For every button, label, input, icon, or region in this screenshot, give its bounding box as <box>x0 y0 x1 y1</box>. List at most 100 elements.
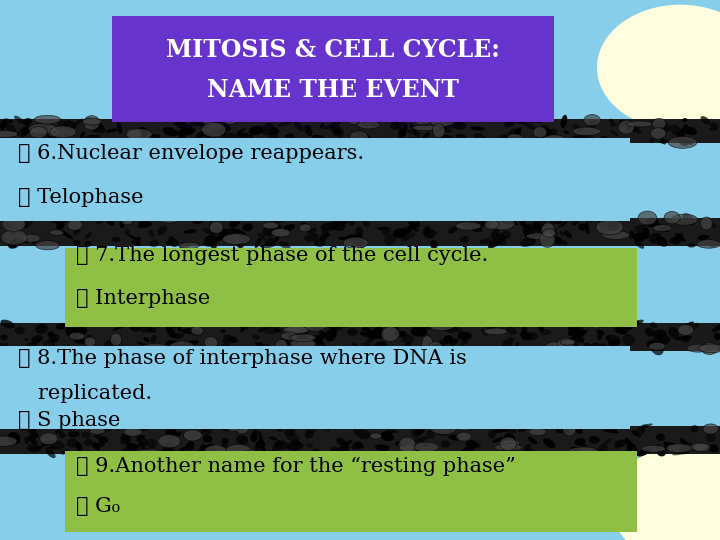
Ellipse shape <box>430 240 438 249</box>
Ellipse shape <box>703 424 719 434</box>
Ellipse shape <box>333 447 348 454</box>
Ellipse shape <box>589 321 605 328</box>
Ellipse shape <box>222 234 251 245</box>
Ellipse shape <box>484 328 507 335</box>
Ellipse shape <box>701 342 718 354</box>
Ellipse shape <box>319 332 325 342</box>
Ellipse shape <box>122 319 135 328</box>
Ellipse shape <box>578 443 588 447</box>
Ellipse shape <box>173 333 184 339</box>
Ellipse shape <box>71 333 79 343</box>
Ellipse shape <box>354 442 364 449</box>
Ellipse shape <box>596 220 624 235</box>
Ellipse shape <box>141 344 168 350</box>
Ellipse shape <box>92 442 100 450</box>
Ellipse shape <box>207 215 211 220</box>
Ellipse shape <box>46 446 58 450</box>
Ellipse shape <box>340 440 353 448</box>
Ellipse shape <box>82 118 102 125</box>
Ellipse shape <box>441 440 450 448</box>
Ellipse shape <box>533 224 541 229</box>
Text: ❖ 8.The phase of interphase where DNA is: ❖ 8.The phase of interphase where DNA is <box>18 348 467 368</box>
Ellipse shape <box>125 230 130 234</box>
Ellipse shape <box>283 224 295 232</box>
Ellipse shape <box>305 125 312 136</box>
Ellipse shape <box>48 334 60 342</box>
Bar <box>0 218 720 246</box>
Ellipse shape <box>271 235 280 246</box>
Ellipse shape <box>410 327 428 336</box>
Ellipse shape <box>564 230 572 239</box>
Ellipse shape <box>284 328 292 334</box>
Ellipse shape <box>292 119 300 123</box>
Ellipse shape <box>221 441 228 448</box>
Ellipse shape <box>614 441 620 450</box>
Ellipse shape <box>598 444 608 451</box>
Ellipse shape <box>256 440 266 448</box>
Ellipse shape <box>263 327 280 334</box>
Ellipse shape <box>600 136 609 145</box>
Ellipse shape <box>275 339 287 352</box>
Ellipse shape <box>423 230 436 238</box>
Ellipse shape <box>606 334 621 345</box>
Ellipse shape <box>687 442 693 448</box>
Ellipse shape <box>142 448 148 453</box>
Ellipse shape <box>508 220 518 225</box>
Ellipse shape <box>253 429 263 437</box>
Ellipse shape <box>11 237 20 248</box>
Ellipse shape <box>9 229 16 234</box>
Ellipse shape <box>187 127 196 133</box>
Ellipse shape <box>149 240 159 247</box>
Ellipse shape <box>164 341 175 350</box>
Ellipse shape <box>360 332 364 335</box>
Ellipse shape <box>659 123 670 132</box>
Ellipse shape <box>608 340 619 347</box>
Ellipse shape <box>73 229 81 235</box>
Ellipse shape <box>348 113 361 125</box>
Ellipse shape <box>524 444 531 451</box>
Ellipse shape <box>295 327 299 329</box>
Ellipse shape <box>562 345 579 354</box>
Ellipse shape <box>474 133 483 139</box>
Ellipse shape <box>506 138 514 147</box>
Ellipse shape <box>404 137 416 142</box>
Ellipse shape <box>524 449 534 452</box>
Ellipse shape <box>608 219 617 231</box>
Ellipse shape <box>14 116 24 124</box>
Ellipse shape <box>45 448 55 458</box>
Ellipse shape <box>81 431 91 438</box>
Bar <box>0 138 630 221</box>
Ellipse shape <box>374 341 387 351</box>
Ellipse shape <box>266 131 278 134</box>
Ellipse shape <box>669 238 678 244</box>
Ellipse shape <box>169 443 174 446</box>
Ellipse shape <box>220 124 231 132</box>
Ellipse shape <box>381 431 393 441</box>
Ellipse shape <box>423 442 431 447</box>
Ellipse shape <box>330 221 338 227</box>
Ellipse shape <box>179 132 186 145</box>
Ellipse shape <box>210 240 217 249</box>
Ellipse shape <box>397 122 406 132</box>
Ellipse shape <box>324 232 330 237</box>
Ellipse shape <box>320 341 328 353</box>
Ellipse shape <box>166 340 182 349</box>
Ellipse shape <box>328 326 343 331</box>
Ellipse shape <box>63 218 68 224</box>
Ellipse shape <box>301 320 310 327</box>
Ellipse shape <box>204 132 217 140</box>
Ellipse shape <box>31 335 43 343</box>
Ellipse shape <box>523 224 535 227</box>
Ellipse shape <box>634 225 647 233</box>
Ellipse shape <box>403 123 408 136</box>
Ellipse shape <box>294 121 304 131</box>
Ellipse shape <box>50 126 76 138</box>
Circle shape <box>598 5 720 130</box>
Ellipse shape <box>312 325 320 331</box>
Ellipse shape <box>138 222 153 228</box>
Ellipse shape <box>618 120 634 134</box>
Ellipse shape <box>542 347 547 354</box>
Ellipse shape <box>69 332 85 340</box>
Ellipse shape <box>269 436 277 440</box>
Ellipse shape <box>574 330 588 335</box>
